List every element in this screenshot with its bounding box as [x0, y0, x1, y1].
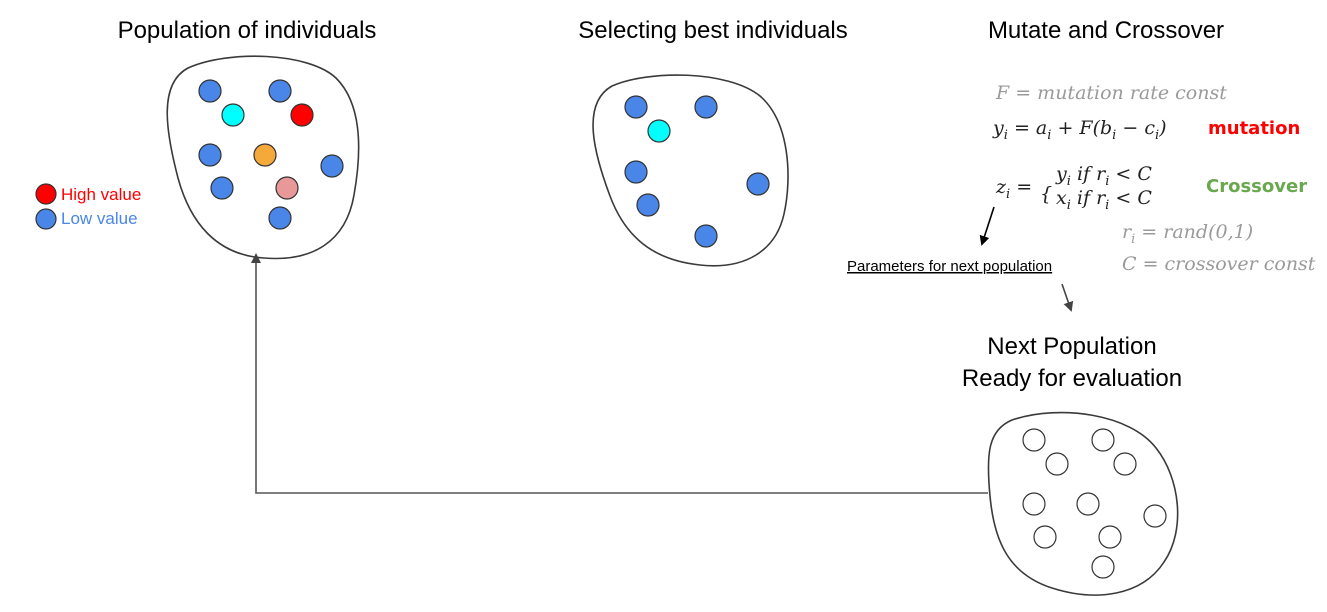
next-dot-empty — [1091, 428, 1115, 452]
selected-dot-blue — [624, 95, 648, 119]
selected-blob — [592, 74, 789, 267]
note-arrow — [979, 206, 995, 246]
svg-text:zi =: zi = — [995, 176, 1032, 202]
mutation-equation: yi = ai + F(bi − ci) — [992, 117, 1167, 143]
population-dot-blue — [268, 79, 292, 103]
crossover-equation: zi = { yi if ri < C xi if ri < C — [995, 163, 1152, 213]
selecting-title: Selecting best individuals — [578, 17, 848, 44]
next-population-dots — [1022, 428, 1167, 579]
next-dot-empty — [1091, 555, 1115, 579]
legend-high-label: High value — [61, 185, 141, 204]
next-dot-empty — [1045, 452, 1069, 476]
r-definition: ri = rand(0,1) — [1122, 221, 1253, 247]
svg-text:xi if ri < C: xi if ri < C — [1056, 187, 1152, 213]
legend-high-dot — [35, 183, 57, 205]
population-dot-pink — [275, 176, 299, 200]
next-dot-empty — [1076, 492, 1100, 516]
r-definition-value: rand(0,1) — [1163, 221, 1253, 243]
legend: High value Low value — [35, 183, 141, 230]
next-dot-empty — [1143, 504, 1167, 528]
population-dot-cyan — [221, 103, 245, 127]
svg-text:yi if ri < C: yi if ri < C — [1055, 163, 1152, 189]
parameters-note: Parameters for next population — [847, 258, 1052, 275]
f-definition: F = mutation rate const — [995, 82, 1227, 104]
population-dot-blue — [210, 176, 234, 200]
selected-dot-blue — [694, 224, 718, 248]
feedback-loop-arrow — [251, 253, 988, 494]
next-dot-empty — [1022, 492, 1046, 516]
svg-text:{: { — [1040, 183, 1052, 205]
selected-dots — [624, 95, 770, 248]
population-dot-blue — [198, 79, 222, 103]
c-definition: C = crossover const — [1122, 253, 1316, 275]
population-dot-blue — [320, 154, 344, 178]
crossover-label: Crossover — [1206, 176, 1307, 197]
population-dots — [198, 79, 344, 230]
population-dot-red — [290, 103, 314, 127]
population-dot-blue — [198, 143, 222, 167]
mutate-crossover-title: Mutate and Crossover — [988, 17, 1224, 44]
legend-low-label: Low value — [61, 209, 138, 228]
selected-dot-blue — [746, 172, 770, 196]
mutation-label: mutation — [1208, 118, 1300, 139]
population-title: Population of individuals — [118, 17, 377, 44]
next-dot-empty — [1022, 428, 1046, 452]
legend-low-dot — [35, 208, 57, 230]
ready-for-evaluation-title: Ready for evaluation — [962, 365, 1182, 392]
selected-dot-blue — [624, 160, 648, 184]
selected-dot-blue — [694, 95, 718, 119]
next-population-title: Next Population — [987, 333, 1156, 360]
svg-text:yi = ai + F(bi − ci): yi = ai + F(bi − ci) — [992, 117, 1167, 143]
population-dot-orange — [253, 143, 277, 167]
next-dot-empty — [1033, 525, 1057, 549]
next-population-arrow — [1061, 283, 1074, 312]
selected-dot-blue — [636, 193, 660, 217]
selected-dot-cyan — [647, 119, 671, 143]
next-dot-empty — [1098, 525, 1122, 549]
population-dot-blue — [268, 206, 292, 230]
svg-text:ri = rand(0,1): ri = rand(0,1) — [1122, 221, 1253, 247]
next-dot-empty — [1113, 452, 1137, 476]
